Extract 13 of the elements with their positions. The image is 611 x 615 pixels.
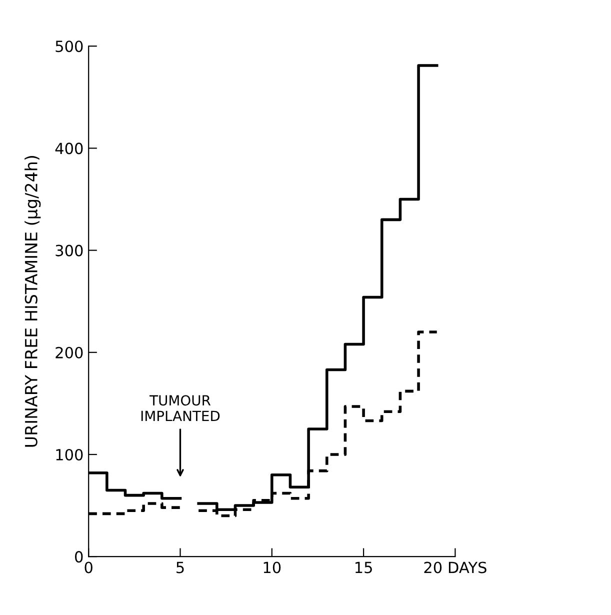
- x-tick-label: 5: [176, 562, 184, 574]
- y-tick-label: 200: [56, 346, 83, 358]
- x-tick-label: 20 DAYS: [424, 562, 486, 574]
- y-tick-label: 500: [56, 40, 83, 52]
- x-tick-label: 0: [84, 562, 92, 574]
- y-tick-label: 100: [56, 448, 83, 461]
- y-axis-title: URINARY FREE HISTAMINE (µg/24h): [24, 156, 41, 447]
- annotation: TUMOUR IMPLANTED: [141, 395, 220, 421]
- x-tick-label: 15: [356, 562, 372, 574]
- y-tick-label: 300: [56, 244, 83, 256]
- y-tick-label: 0: [75, 551, 83, 563]
- x-tick-label: 10: [264, 562, 281, 574]
- y-tick-label: 400: [55, 142, 83, 154]
